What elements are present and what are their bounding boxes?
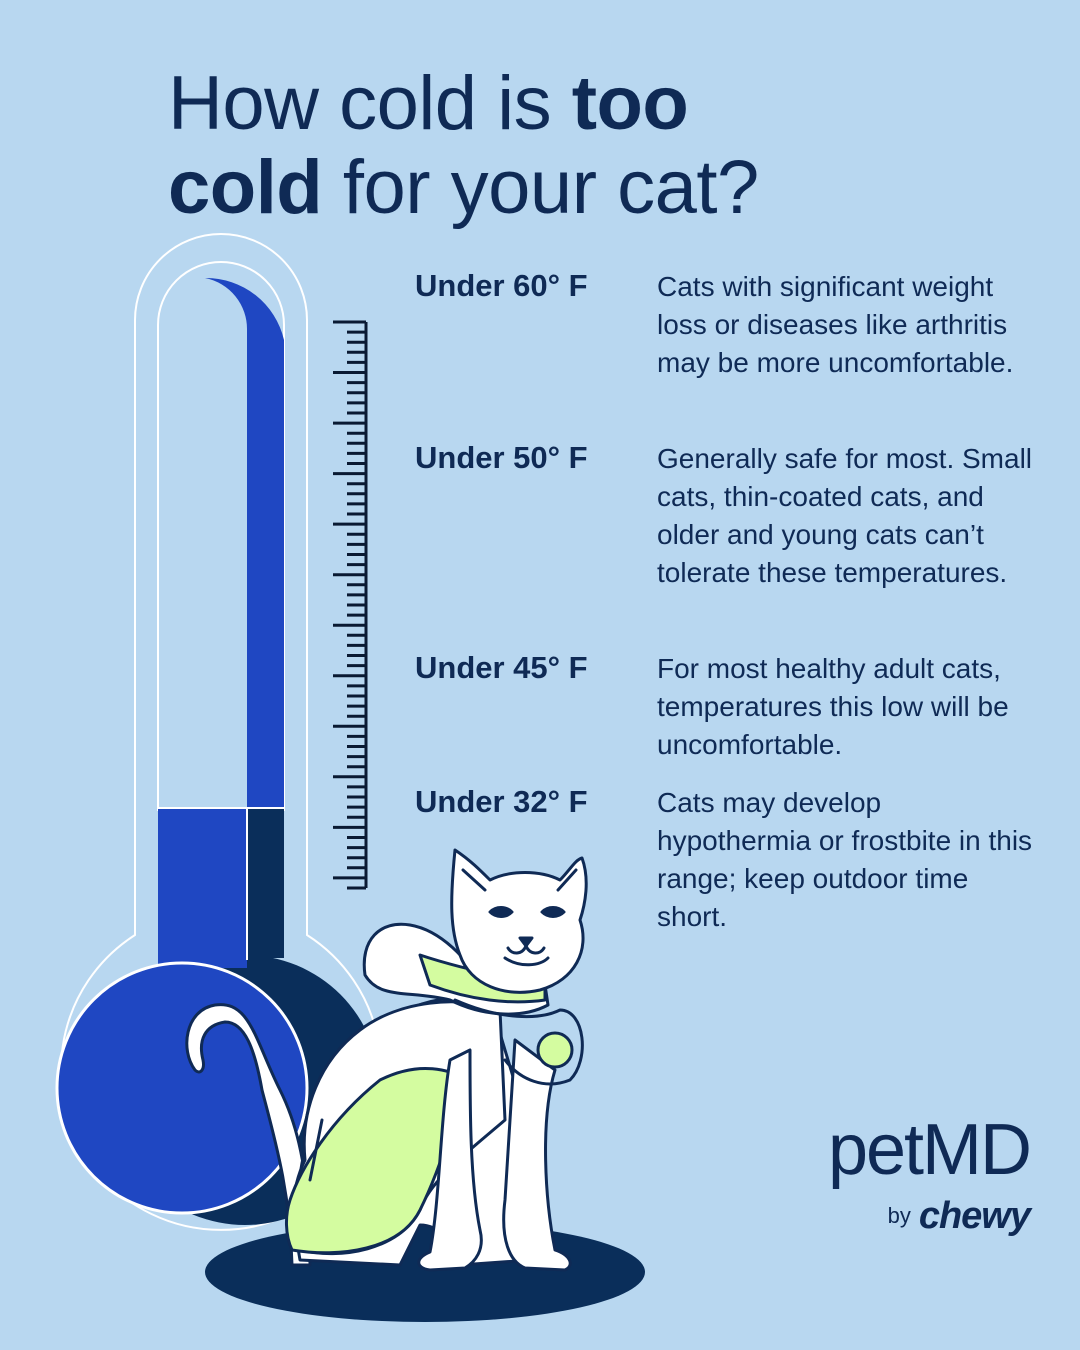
mercury-lower-left	[158, 808, 247, 968]
mercury-column	[205, 277, 284, 808]
title-text-1: How cold is	[168, 61, 572, 146]
thermometer-scale	[333, 320, 368, 890]
temperature-description: Cats may develop hypothermia or frostbit…	[657, 787, 1033, 932]
logo-byline: by chewy	[790, 1195, 1031, 1237]
temperature-label: Under 50° F	[415, 440, 588, 475]
temperature-description: Generally safe for most. Small cats, thi…	[657, 443, 1033, 588]
temperature-description: For most healthy adult cats, temperature…	[657, 653, 1009, 760]
logo-chewy: chewy	[918, 1195, 1031, 1237]
logo-by: by	[887, 1203, 911, 1228]
petmd-logo[interactable]: petMD by chewy	[790, 1110, 1032, 1237]
title-text-2: for your cat?	[322, 145, 759, 230]
temperature-label: Under 45° F	[415, 650, 588, 685]
cat-icon	[185, 848, 588, 1272]
title-bold-2: cold	[168, 145, 323, 230]
mercury-lower-right	[247, 808, 284, 958]
temperature-description: Cats with significant weight loss or dis…	[657, 271, 1014, 378]
page-title: How cold is too cold for your cat?	[168, 62, 1028, 230]
temperature-label: Under 32° F	[415, 784, 588, 819]
title-bold-1: too	[571, 61, 689, 146]
floor-shadow	[205, 1222, 645, 1322]
temperature-label: Under 60° F	[415, 268, 588, 303]
logo-brand: petMD	[827, 1110, 1032, 1190]
